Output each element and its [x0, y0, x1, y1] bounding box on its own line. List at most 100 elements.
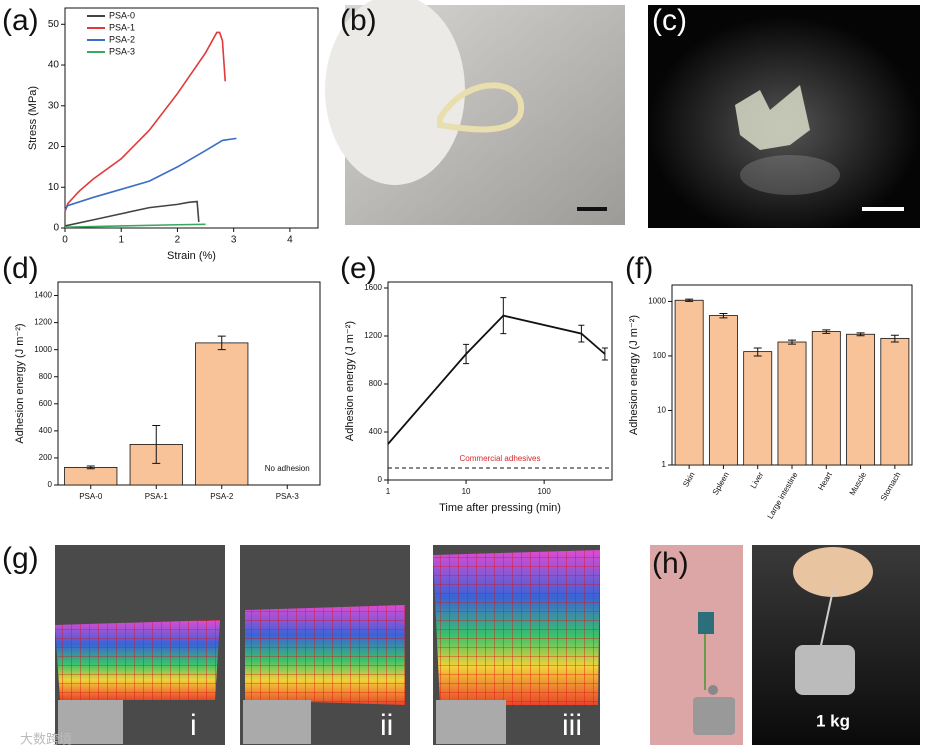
error-bar — [822, 329, 831, 334]
y-tick-label: 800 — [39, 372, 53, 381]
x-tick-label: Stomach — [879, 471, 903, 503]
y-tick-label: 40 — [48, 60, 60, 71]
y-tick-label: 10 — [48, 182, 60, 193]
y-tick-label: 30 — [48, 100, 60, 111]
panel-label: (h) — [652, 547, 689, 580]
x-tick-label: Large intestine — [766, 470, 800, 520]
panel-label: (c) — [652, 4, 687, 37]
panel-label: (d) — [2, 252, 39, 285]
y-tick-label: 800 — [369, 379, 383, 388]
error-bar — [86, 465, 95, 470]
x-tick-label: 10 — [462, 487, 471, 496]
y-tick-label: 1000 — [648, 297, 666, 306]
legend-label: PSA-3 — [109, 46, 135, 56]
y-tick-label: 0 — [378, 475, 383, 484]
bar — [708, 315, 738, 466]
bar — [743, 351, 773, 466]
photo-label: i — [190, 709, 197, 742]
y-tick-label: 50 — [48, 19, 60, 30]
photo-b — [325, 0, 625, 225]
y-tick-label: 1200 — [364, 331, 382, 340]
error-bar — [578, 324, 585, 343]
x-axis-label: Time after pressing (min) — [439, 502, 561, 514]
photo-g — [55, 545, 600, 745]
bar — [880, 337, 910, 466]
x-tick-label: 2 — [175, 235, 181, 246]
y-axis-label: Adhesion energy (J m⁻²) — [628, 315, 640, 435]
bar — [811, 331, 841, 466]
panel-label: (b) — [340, 4, 377, 37]
photo-h — [650, 545, 920, 745]
error-bar — [753, 347, 762, 357]
x-tick-label: 1 — [386, 487, 391, 496]
bar — [777, 341, 807, 466]
error-bar — [890, 334, 899, 343]
y-tick-label: 1000 — [34, 345, 52, 354]
y-tick-label: 10 — [657, 406, 666, 415]
legend-label: PSA-1 — [109, 22, 135, 32]
x-tick-label: Liver — [749, 470, 766, 490]
line-series — [64, 223, 206, 228]
y-tick-label: 400 — [39, 426, 53, 435]
line-series — [387, 314, 606, 445]
panel-label: (e) — [340, 252, 377, 285]
y-tick-label: 600 — [39, 399, 53, 408]
y-tick-label: 1 — [662, 460, 667, 469]
x-tick-label: Muscle — [848, 470, 869, 497]
x-axis-label: Strain (%) — [167, 250, 216, 262]
plot-frame — [387, 281, 613, 481]
y-axis-label: Stress (MPa) — [27, 86, 39, 150]
error-bar — [719, 313, 728, 319]
panel-label: (f) — [625, 252, 653, 285]
legend-label: PSA-2 — [109, 34, 135, 44]
watermark: 大数跨境 — [20, 731, 72, 746]
line-series — [64, 200, 200, 227]
bar — [64, 467, 118, 486]
error-bar — [463, 343, 470, 365]
x-tick-label: PSA-2 — [210, 492, 234, 501]
bar — [674, 299, 704, 466]
y-tick-label: 400 — [369, 427, 383, 436]
legend-label: PSA-0 — [109, 10, 135, 20]
bar — [846, 333, 876, 466]
x-tick-label: PSA-1 — [145, 492, 169, 501]
x-tick-label: PSA-0 — [79, 492, 103, 501]
photo-label: ii — [380, 709, 393, 742]
y-tick-label: 0 — [53, 223, 59, 234]
x-tick-label: PSA-3 — [276, 492, 300, 501]
photo-c — [648, 5, 920, 228]
error-bar — [500, 297, 507, 335]
x-tick-label: Heart — [816, 470, 834, 492]
y-tick-label: 1400 — [34, 291, 52, 300]
y-tick-label: 200 — [39, 453, 53, 462]
plot-frame — [64, 7, 319, 229]
x-tick-label: 100 — [537, 487, 551, 496]
weight-label: 1 kg — [816, 711, 850, 730]
value-label: No adhesion — [265, 464, 310, 473]
error-bar — [152, 424, 161, 464]
x-tick-label: 1 — [118, 235, 124, 246]
y-axis-label: Adhesion energy (J m⁻²) — [14, 323, 26, 443]
x-tick-label: Skin — [681, 471, 697, 489]
x-tick-label: Spleen — [711, 471, 731, 497]
error-bar — [601, 347, 608, 361]
x-tick-label: 0 — [62, 235, 68, 246]
y-axis-label: Adhesion energy (J m⁻²) — [344, 321, 356, 441]
line-series — [64, 31, 227, 212]
y-tick-label: 0 — [48, 480, 53, 489]
bar — [195, 342, 249, 486]
y-tick-label: 1600 — [364, 283, 382, 292]
x-tick-label: 3 — [231, 235, 237, 246]
plot-frame — [57, 281, 321, 486]
reference-label: Commercial adhesives — [460, 454, 541, 463]
error-bar — [685, 298, 694, 302]
y-tick-label: 20 — [48, 141, 60, 152]
error-bar — [217, 335, 226, 351]
error-bar — [788, 339, 796, 345]
panel-label: (a) — [2, 4, 39, 37]
y-tick-label: 100 — [653, 351, 667, 360]
photo-label: iii — [562, 709, 582, 742]
panel-label: (g) — [2, 542, 39, 575]
error-bar — [856, 332, 865, 337]
